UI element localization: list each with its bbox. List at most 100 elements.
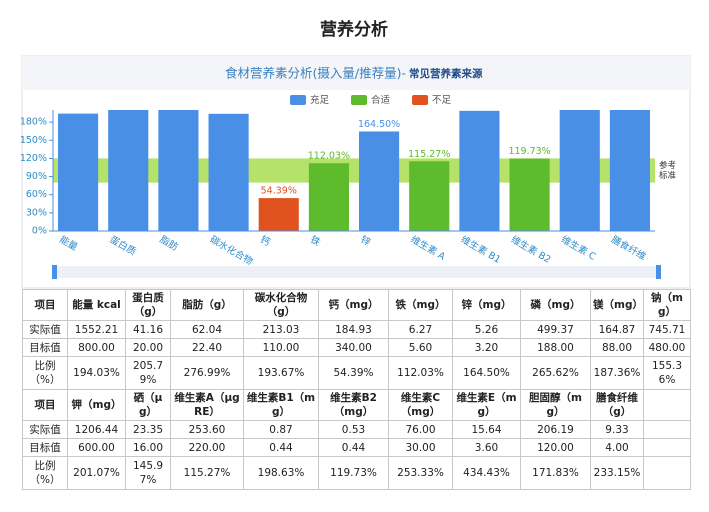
table-cell: 锌（mg）	[452, 289, 521, 321]
table-cell: 164.50%	[452, 356, 521, 390]
table-cell: 0.53	[318, 420, 389, 439]
chart-title-link[interactable]: 常见营养素来源	[409, 67, 483, 80]
table-cell	[643, 389, 691, 421]
table-cell: 253.33%	[388, 456, 453, 490]
slider-handle[interactable]	[656, 265, 661, 279]
reference-label: 标准	[659, 170, 677, 181]
table-cell: 0.44	[243, 438, 319, 457]
bar	[409, 161, 450, 231]
y-tick-label: 30%	[26, 207, 47, 218]
table-cell: 膳食纤维（g）	[590, 389, 644, 421]
table-cell: 193.67%	[243, 356, 319, 390]
table-cell: 蛋白质（g）	[125, 289, 171, 321]
table-cell: 0.44	[318, 438, 389, 457]
bar	[359, 131, 400, 231]
bar	[509, 158, 550, 231]
value-label: 119.73%	[508, 146, 550, 157]
table-cell: 目标值	[22, 338, 68, 357]
table-cell: 188.00	[520, 338, 591, 357]
table-cell: 233.15%	[590, 456, 644, 490]
table-cell: 22.40	[170, 338, 244, 357]
table-row: 项目 能量 kcal 蛋白质（g） 脂肪（g） 碳水化合物（g） 钙（mg） 铁（mg） 锌（…	[22, 289, 691, 321]
table-cell: 194.03%	[67, 356, 126, 390]
table-cell: 184.93	[318, 320, 389, 339]
table-cell: 340.00	[318, 338, 389, 357]
legend-label: 不足	[432, 95, 452, 106]
legend-label: 充足	[310, 94, 330, 106]
table-cell: 276.99%	[170, 356, 244, 390]
reference-band	[53, 158, 655, 183]
bar	[58, 113, 99, 231]
page-title: 营养分析	[320, 19, 388, 40]
table-cell: 265.62%	[520, 356, 591, 390]
table-cell: 23.35	[125, 420, 171, 439]
slider-handle[interactable]	[52, 265, 57, 279]
table-cell: 198.63%	[243, 456, 319, 490]
table-cell: 比例（%）	[22, 356, 68, 390]
table-cell: 1552.21	[67, 320, 126, 339]
y-tick-label: 150%	[20, 135, 47, 146]
table-cell: 110.00	[243, 338, 319, 357]
bar	[158, 110, 199, 231]
table-cell: 15.64	[452, 420, 521, 439]
table-cell: 171.83%	[520, 456, 591, 490]
table-cell: 3.20	[452, 338, 521, 357]
bar	[559, 110, 600, 231]
y-tick-label: 120%	[20, 153, 47, 164]
table-row: 比例（%） 201.07% 145.97% 115.27% 198.63% 119.73%…	[22, 456, 691, 490]
table-cell: 实际值	[22, 320, 68, 339]
table-cell: 164.87	[590, 320, 644, 339]
table-cell: 119.73%	[318, 456, 389, 490]
chart-title: 食材营养素分析(摄入量/推荐量)-	[225, 66, 406, 81]
value-label: 54.39%	[261, 186, 297, 197]
zoom-slider[interactable]	[55, 266, 660, 278]
table-cell: 钙（mg）	[318, 289, 389, 321]
bar	[459, 110, 500, 231]
table-cell: 维生素C（mg）	[388, 389, 453, 421]
table-cell: 499.37	[520, 320, 591, 339]
bar	[308, 163, 349, 231]
table-row: 项目 钾（mg） 硒（μg） 维生素A（μgRE） 维生素B1（mg） 维生素B2（mg）…	[22, 389, 691, 421]
table-cell: 钾（mg）	[67, 389, 126, 421]
y-tick-label: 180%	[20, 117, 47, 128]
table-cell: 能量 kcal	[67, 289, 126, 321]
table-cell: 30.00	[388, 438, 453, 457]
chart: 营养分析 食材营养素分析(摄入量/推荐量)- 常见营养素来源 充足 合适 不足参考标…	[20, 19, 691, 289]
table-cell: 800.00	[67, 338, 126, 357]
table-cell: 5.60	[388, 338, 453, 357]
table-cell: 维生素A（μgRE）	[170, 389, 244, 421]
bar	[609, 110, 650, 231]
table-cell	[643, 456, 691, 490]
value-label: 164.50%	[358, 119, 400, 130]
table-cell: 480.00	[643, 338, 691, 357]
table-cell: 碳水化合物（g）	[243, 289, 319, 321]
table-cell: 205.79%	[125, 356, 171, 390]
table-cell: 胆固醇（mg）	[520, 389, 591, 421]
table-cell: 213.03	[243, 320, 319, 339]
bar	[108, 110, 149, 231]
legend-swatch	[351, 95, 368, 105]
table-cell: 112.03%	[388, 356, 453, 390]
table-cell: 145.97%	[125, 456, 171, 490]
table-cell: 维生素B1（mg）	[243, 389, 319, 421]
table-cell: 187.36%	[590, 356, 644, 390]
table-cell: 镁（mg）	[590, 289, 644, 321]
table-cell: 434.43%	[452, 456, 521, 490]
chart-header	[22, 56, 690, 90]
table-row: 目标值 800.00 20.00 22.40 110.00 340.00 5.60 3.20 1…	[22, 338, 691, 357]
table-cell: 41.16	[125, 320, 171, 339]
data-table: 项目 能量 kcal 蛋白质（g） 脂肪（g） 碳水化合物（g） 钙（mg） 铁（mg） 锌（…	[22, 289, 691, 490]
table-cell: 120.00	[520, 438, 591, 457]
legend-label: 合适	[371, 94, 391, 106]
legend-swatch	[412, 95, 429, 105]
table-row: 目标值 600.00 16.00 220.00 0.44 0.44 30.00 3.60 120…	[22, 438, 691, 457]
table-cell: 253.60	[170, 420, 244, 439]
bar	[258, 198, 299, 231]
y-tick-label: 0%	[32, 226, 47, 237]
table-cell: 115.27%	[170, 456, 244, 490]
table-cell: 155.36%	[643, 356, 691, 390]
table-cell: 磷（mg）	[520, 289, 591, 321]
table-cell: 76.00	[388, 420, 453, 439]
value-label: 112.03%	[308, 151, 350, 162]
table-cell: 88.00	[590, 338, 644, 357]
